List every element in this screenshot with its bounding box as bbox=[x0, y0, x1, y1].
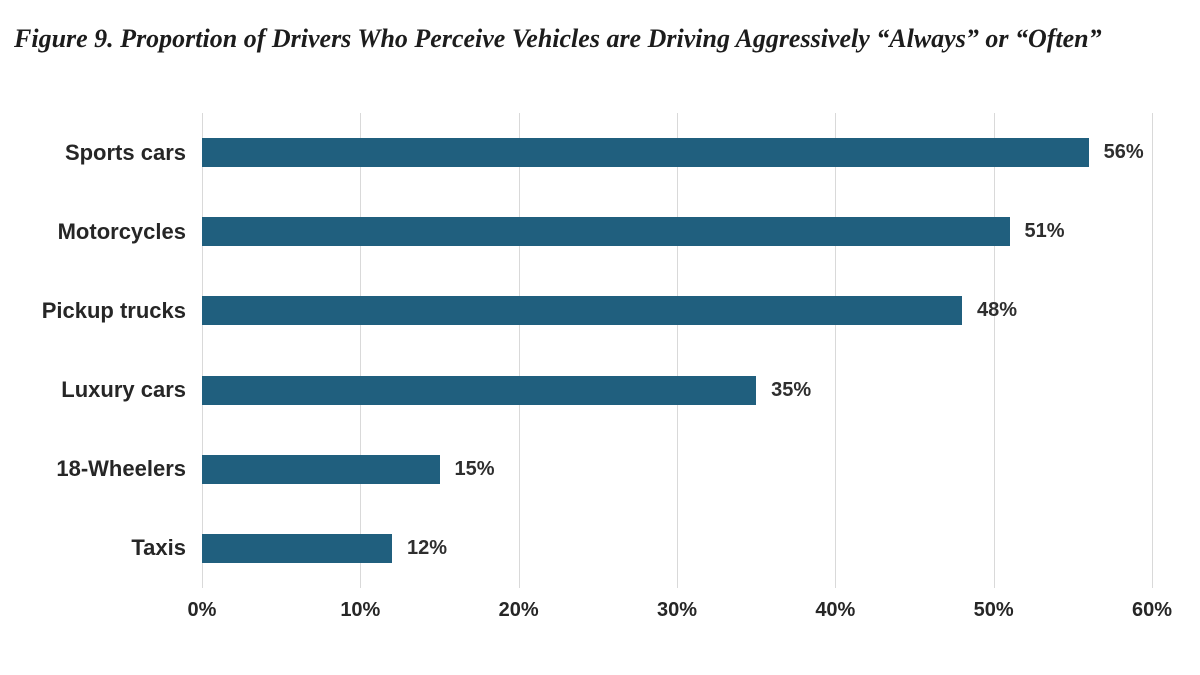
bar-luxury-cars bbox=[202, 375, 757, 405]
bar-18-wheelers bbox=[202, 454, 440, 484]
x-tick-label: 60% bbox=[1131, 599, 1173, 621]
x-axis: 0% 10% 20% 30% 40% 50% 60% bbox=[188, 599, 1172, 629]
gridline-60 bbox=[1152, 113, 1153, 588]
category-label: Luxury cars bbox=[61, 377, 186, 403]
value-label: 56% bbox=[1103, 141, 1144, 164]
bar-pickup-trucks bbox=[202, 296, 962, 326]
category-label: Taxis bbox=[131, 535, 186, 561]
category-label: 18-Wheelers bbox=[56, 456, 186, 482]
gridline-40 bbox=[835, 113, 837, 588]
x-tick-label: 30% bbox=[656, 599, 698, 621]
gridline-20 bbox=[518, 113, 520, 588]
gridline-50 bbox=[993, 113, 995, 588]
x-tick-label: 10% bbox=[340, 599, 381, 621]
gridline-30 bbox=[677, 113, 678, 588]
category-label: Pickup trucks bbox=[41, 297, 186, 323]
value-label: 15% bbox=[454, 457, 495, 480]
figure-title: Figure 9. Proportion of Drivers Who Perc… bbox=[14, 24, 1102, 53]
gridline-10 bbox=[360, 113, 362, 588]
plot-area: 56% 51% 48% 35% 15% 12% bbox=[202, 113, 1153, 588]
value-label: 51% bbox=[1024, 220, 1065, 243]
value-label: 12% bbox=[407, 536, 448, 559]
value-label: 48% bbox=[977, 299, 1018, 322]
bar-motorcycles bbox=[202, 217, 1010, 247]
category-label: Sports cars bbox=[64, 139, 186, 165]
gridline-0 bbox=[202, 113, 203, 588]
x-tick-label: 40% bbox=[815, 599, 856, 621]
x-tick-label: 0% bbox=[187, 599, 217, 621]
x-tick-label: 50% bbox=[973, 599, 1014, 621]
bar-taxis bbox=[202, 533, 392, 563]
category-label: Motorcycles bbox=[57, 218, 186, 244]
x-tick-label: 20% bbox=[498, 599, 539, 621]
value-label: 35% bbox=[771, 378, 812, 401]
category-axis: Sports cars Motorcycles Pickup trucks Luxur… bbox=[0, 113, 186, 588]
bar-sports-cars bbox=[202, 138, 1089, 168]
